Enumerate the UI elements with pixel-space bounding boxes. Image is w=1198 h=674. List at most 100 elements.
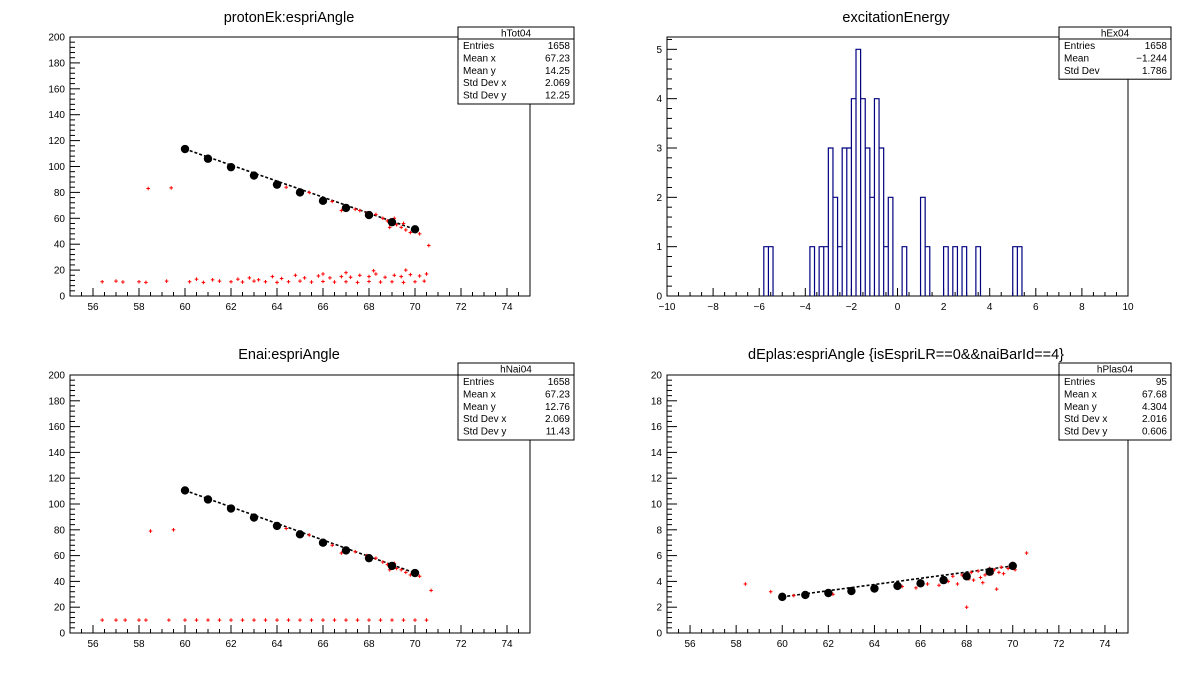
data-point-red (371, 268, 376, 273)
y-tick-label: 4 (656, 94, 662, 105)
data-point-red (307, 190, 311, 195)
data-point-red (236, 277, 240, 281)
y-tick-label: 20 (54, 266, 66, 277)
y-tick-label: 20 (54, 603, 66, 614)
data-point-red (768, 589, 773, 594)
y-tick-label: 140 (48, 448, 65, 459)
data-point-red (100, 618, 104, 622)
data-point-red (390, 618, 394, 622)
data-point-red (307, 533, 311, 537)
data-point-black (778, 592, 787, 602)
stats-name: hTot04 (501, 29, 531, 40)
data-point-red (925, 582, 930, 586)
x-tick-label: 62 (823, 639, 835, 650)
data-point-red (316, 274, 321, 278)
data-point-red (413, 618, 417, 622)
data-point-red (256, 278, 261, 282)
data-point-red (1001, 571, 1006, 576)
x-tick-label: 56 (87, 302, 99, 313)
histogram-bin (861, 99, 866, 296)
y-tick-label: 100 (48, 500, 65, 511)
data-point-black (824, 588, 833, 598)
y-tick-label: 200 (48, 33, 65, 44)
stats-frame (1058, 362, 1172, 441)
histogram-bin (838, 247, 843, 296)
y-tick-label: 18 (651, 396, 663, 407)
data-point-red (164, 279, 169, 283)
x-tick-label: 66 (915, 639, 927, 650)
data-point-black (410, 568, 420, 578)
x-tick-label: 0 (895, 302, 901, 313)
data-point-red (378, 280, 383, 284)
data-point-red (399, 567, 403, 572)
data-point-black (318, 538, 328, 547)
y-tick-label: 40 (54, 240, 66, 251)
stats-label: Mean (1064, 53, 1089, 64)
data-point-black (870, 584, 879, 593)
y-tick-label: 80 (54, 188, 66, 199)
x-tick-label: 64 (271, 639, 283, 650)
x-tick-label: −10 (659, 302, 676, 313)
stats-label: Mean x (463, 53, 496, 64)
stats-value: 2.069 (545, 78, 570, 89)
data-point-red (286, 618, 291, 622)
panel-p1: protonEk:espriAngle 56 58 60 62 64 66 68 70 72 74 0… (48, 10, 575, 313)
data-point-red (404, 228, 408, 232)
data-point-red (206, 618, 210, 622)
stats-box: hNai04 Entries 1658 Mean x 67.23 Mean y 12.76 S… (457, 362, 575, 441)
data-point-black (295, 188, 305, 197)
data-point-red (980, 580, 985, 585)
data-point-red (217, 618, 222, 622)
data-point-red (390, 279, 394, 284)
data-point-red (344, 279, 348, 284)
x-tick-label: 58 (731, 639, 743, 650)
data-point-red (229, 279, 233, 284)
x-tick-label: −4 (800, 302, 812, 313)
data-point-red (971, 578, 976, 582)
y-tick-label: 160 (48, 84, 65, 95)
data-point-red (422, 279, 426, 283)
stats-value: 4.304 (1142, 402, 1167, 413)
panel-p2: excitationEnergy −10 −8 −6 −4 −2 0 2 4 6 8 10 0 1 2 3 4 5… (656, 10, 1172, 313)
x-tick-label: 72 (455, 302, 467, 313)
data-point-black (847, 586, 856, 596)
chart-title: Enai:espriAngle (238, 347, 340, 363)
y-tick-label: 200 (48, 371, 65, 382)
y-tick-label: 120 (48, 136, 65, 147)
x-tick-label: 68 (961, 639, 973, 650)
histogram-bin (847, 148, 852, 296)
data-point-red (424, 618, 429, 622)
x-tick-label: 70 (409, 639, 421, 650)
data-point-red (339, 208, 344, 213)
x-tick-label: 4 (987, 302, 993, 313)
histogram-bin (879, 148, 884, 296)
histogram-bin (856, 49, 861, 296)
data-point-black (410, 225, 420, 234)
data-point-red (252, 618, 256, 622)
stats-label: Std Dev x (1064, 414, 1107, 425)
y-tick-label: 16 (651, 422, 663, 433)
stats-value: 0.606 (1142, 427, 1167, 438)
data-point-red (240, 618, 245, 622)
y-tick-label: 0 (59, 292, 65, 303)
histogram-bin (1013, 247, 1018, 296)
histogram-bin (944, 247, 949, 296)
stats-label: Mean x (1064, 389, 1097, 400)
stats-label: Mean y (1064, 402, 1097, 413)
stats-value: 11.43 (546, 427, 571, 438)
data-point-red (263, 279, 268, 284)
x-tick-label: 66 (317, 302, 329, 313)
x-tick-label: 60 (179, 302, 191, 313)
data-point-red (399, 274, 403, 279)
data-point-red (309, 618, 314, 622)
y-tick-label: 5 (656, 45, 662, 56)
data-point-black (203, 495, 213, 504)
data-point-black (364, 210, 374, 220)
data-point-red (167, 618, 171, 622)
y-tick-label: 1 (656, 242, 662, 253)
histogram-bin (888, 197, 893, 296)
stats-name: hEx04 (1101, 29, 1130, 40)
stats-label: Std Dev y (463, 91, 506, 102)
data-point-red (355, 280, 360, 285)
